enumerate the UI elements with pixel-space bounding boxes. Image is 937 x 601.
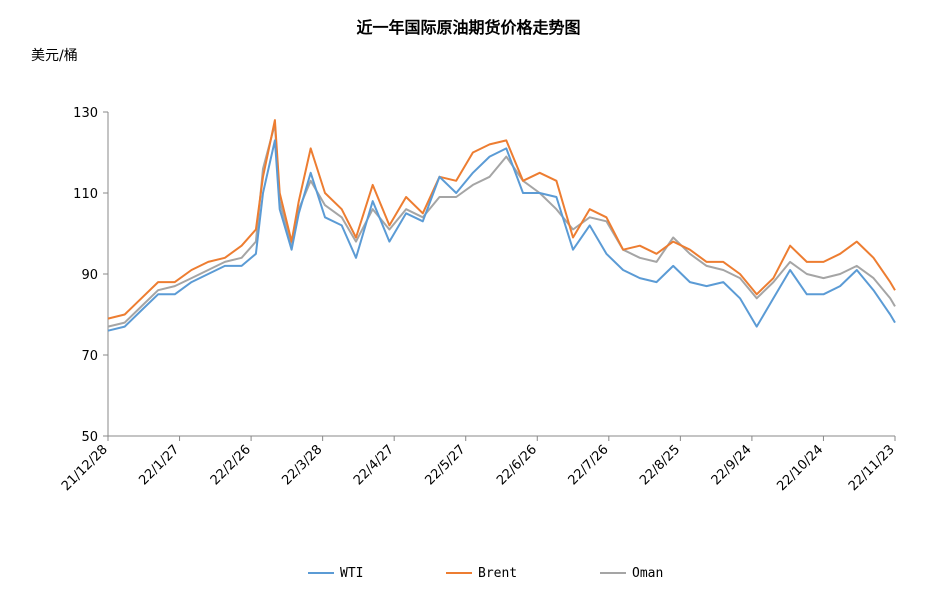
legend-item-oman: Oman xyxy=(600,563,663,583)
x-tick-label: 22/8/25 xyxy=(637,442,683,488)
legend-swatch-oman xyxy=(600,572,626,574)
series-line-wti xyxy=(107,139,896,332)
chart-title: 近一年国际原油期货价格走势图 xyxy=(356,18,581,37)
x-tick-label: 22/5/27 xyxy=(423,442,469,488)
x-tick-label: 21/12/28 xyxy=(59,442,111,494)
legend-label-wti: WTI xyxy=(340,565,364,581)
x-tick-label: 22/2/26 xyxy=(208,442,254,488)
x-tick-label: 22/1/27 xyxy=(136,442,182,488)
legend-label-brent: Brent xyxy=(478,565,518,581)
y-tick-label: 50 xyxy=(81,430,98,445)
x-tick-label: 22/3/28 xyxy=(279,442,325,488)
legend: WTI Brent Oman xyxy=(0,563,937,583)
legend-label-oman: Oman xyxy=(632,565,664,581)
legend-item-wti: WTI xyxy=(308,563,363,583)
x-tick-label: 22/9/24 xyxy=(709,442,755,488)
legend-swatch-wti xyxy=(308,572,334,574)
x-tick-label: 22/4/27 xyxy=(351,442,397,488)
y-axis-unit-label: 美元/桶 xyxy=(31,48,78,64)
x-tick-label: 22/10/24 xyxy=(774,442,826,494)
x-tick-label: 22/11/23 xyxy=(846,442,898,494)
y-tick-label: 90 xyxy=(81,268,98,283)
y-tick-label: 110 xyxy=(73,187,98,202)
legend-swatch-brent xyxy=(446,572,472,574)
y-tick-label: 130 xyxy=(73,106,98,121)
legend-item-brent: Brent xyxy=(446,563,517,583)
x-tick-label: 22/7/26 xyxy=(566,442,612,488)
series-line-oman xyxy=(107,123,896,328)
series-line-brent xyxy=(107,119,896,320)
x-tick-label: 22/6/26 xyxy=(494,442,540,488)
y-tick-label: 70 xyxy=(81,349,98,364)
